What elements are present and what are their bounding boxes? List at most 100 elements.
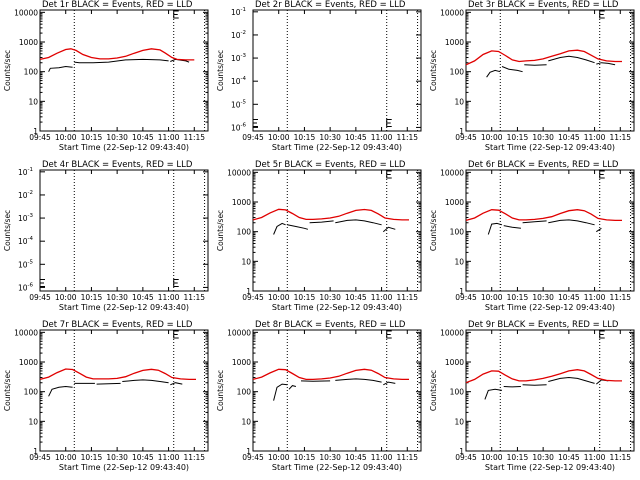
y-tick-label: 10 xyxy=(454,97,464,106)
x-tick-label: 09:45 xyxy=(29,133,51,142)
y-tick-label: 10 xyxy=(241,257,251,266)
y-tick-label: 100 xyxy=(450,388,465,397)
x-tick-label: 10:00 xyxy=(55,293,77,302)
x-tick-label: 09:45 xyxy=(29,453,51,462)
y-tick-base: 10 xyxy=(231,8,241,17)
detector-panel-5: Det 5r BLACK = Events, RED = LLD 09:45 10:… xyxy=(216,160,422,312)
x-tick-label: 10:30 xyxy=(106,453,128,462)
events-series-line xyxy=(273,222,286,235)
x-tick-label: 11:00 xyxy=(158,453,180,462)
y-tick-label: 1 xyxy=(33,447,38,456)
x-tick-label: 10:45 xyxy=(345,453,367,462)
detector-panel-8: Det 8r BLACK = Events, RED = LLD 09:45 10:… xyxy=(216,320,422,472)
plot-frame xyxy=(465,169,635,292)
y-tick-label: 1000 xyxy=(19,358,38,367)
x-axis-label: Start Time (22-Sep-12 09:43:40) xyxy=(59,463,189,472)
events-series-line xyxy=(335,378,382,383)
y-tick-label: 10000 xyxy=(14,8,38,17)
marker-glyph xyxy=(386,330,392,339)
x-tick-label: 10:00 xyxy=(481,453,503,462)
y-tick-base: 10 xyxy=(231,123,241,132)
y-axis-label: Counts/sec xyxy=(216,370,225,411)
y-axis-label: Counts/sec xyxy=(429,210,438,251)
y-tick-exponent: -4 xyxy=(28,236,34,242)
events-series-line xyxy=(522,220,547,224)
x-tick-label: 11:15 xyxy=(183,453,205,462)
detector-panel-3: Det 3r BLACK = Events, RED = LLD 09:45 10:… xyxy=(429,0,635,152)
lld-series-line xyxy=(252,208,409,221)
panel-title: Det 1r BLACK = Events, RED = LLD xyxy=(42,0,193,10)
x-tick-label: 11:15 xyxy=(396,293,418,302)
y-tick-label: 10 xyxy=(28,417,38,426)
x-tick-label: 10:30 xyxy=(319,453,341,462)
y-tick-exponent: -3 xyxy=(241,53,247,59)
y-tick-label: 10-5 xyxy=(231,99,247,109)
x-tick-label: 11:15 xyxy=(609,133,631,142)
lld-series-line xyxy=(39,368,196,381)
marker-glyph xyxy=(386,170,392,179)
y-axis-label: Counts/sec xyxy=(3,50,12,91)
y-tick-base: 10 xyxy=(18,168,28,177)
y-axis-label: Counts/sec xyxy=(216,210,225,251)
x-tick-label: 09:45 xyxy=(455,453,477,462)
events-series-line xyxy=(170,382,183,386)
y-tick-label: 10000 xyxy=(227,328,251,337)
events-series-line xyxy=(273,383,288,401)
marker-glyph xyxy=(599,10,605,19)
y-tick-label: 100 xyxy=(24,68,39,77)
events-series-line xyxy=(596,227,602,233)
x-tick-label: 10:15 xyxy=(81,293,103,302)
x-axis-label: Start Time (22-Sep-12 09:43:40) xyxy=(272,143,402,152)
events-series-line xyxy=(548,55,595,64)
y-tick-label: 10 xyxy=(454,417,464,426)
plot-frame xyxy=(252,9,422,132)
x-axis-label: Start Time (22-Sep-12 09:43:40) xyxy=(485,303,615,312)
y-tick-label: 1 xyxy=(459,287,464,296)
x-tick-label: 10:30 xyxy=(532,453,554,462)
y-tick-label: 1000 xyxy=(232,198,251,207)
x-tick-label: 10:15 xyxy=(81,453,103,462)
x-tick-label: 10:45 xyxy=(345,293,367,302)
y-tick-label: 10000 xyxy=(440,8,464,17)
x-tick-label: 10:45 xyxy=(558,293,580,302)
x-tick-label: 10:45 xyxy=(132,133,154,142)
x-tick-label: 09:45 xyxy=(242,133,264,142)
y-tick-label: 1 xyxy=(246,447,251,456)
events-series-line xyxy=(486,69,501,78)
x-tick-label: 10:30 xyxy=(106,133,128,142)
x-tick-label: 11:00 xyxy=(158,133,180,142)
y-tick-label: 10-1 xyxy=(18,167,33,177)
y-axis-label: Counts/sec xyxy=(429,370,438,411)
y-tick-exponent: -1 xyxy=(241,7,246,13)
y-tick-label: 1000 xyxy=(445,198,464,207)
y-tick-label: 10-4 xyxy=(18,236,34,246)
events-series-line xyxy=(48,65,73,72)
y-tick-label: 1 xyxy=(459,127,464,136)
detector-panel-9: Det 9r BLACK = Events, RED = LLD 09:45 10:… xyxy=(429,320,635,472)
y-tick-label: 10-6 xyxy=(231,122,247,132)
events-series-line xyxy=(287,224,309,230)
y-tick-base: 10 xyxy=(231,77,241,86)
events-series-line xyxy=(309,220,334,224)
y-tick-label: 1000 xyxy=(19,38,38,47)
events-series-line xyxy=(96,382,121,385)
detector-panel-7: Det 7r BLACK = Events, RED = LLD 09:45 10:… xyxy=(3,320,209,472)
plot-frame xyxy=(39,169,209,292)
plot-frame xyxy=(252,329,422,452)
events-series-line xyxy=(383,381,396,386)
y-tick-label: 100 xyxy=(450,228,465,237)
x-axis-label: Start Time (22-Sep-12 09:43:40) xyxy=(272,303,402,312)
y-tick-label: 10-1 xyxy=(231,7,246,17)
x-tick-label: 10:45 xyxy=(558,453,580,462)
y-tick-label: 10 xyxy=(454,257,464,266)
y-tick-base: 10 xyxy=(18,237,28,246)
y-tick-label: 1 xyxy=(246,287,251,296)
y-tick-label: 10-3 xyxy=(231,53,247,63)
x-tick-label: 10:45 xyxy=(558,133,580,142)
marker-glyph xyxy=(173,330,179,339)
y-tick-exponent: -6 xyxy=(241,122,247,128)
x-tick-label: 10:45 xyxy=(345,133,367,142)
y-tick-exponent: -4 xyxy=(241,76,247,82)
y-tick-label: 1000 xyxy=(445,358,464,367)
x-tick-label: 09:45 xyxy=(455,293,477,302)
